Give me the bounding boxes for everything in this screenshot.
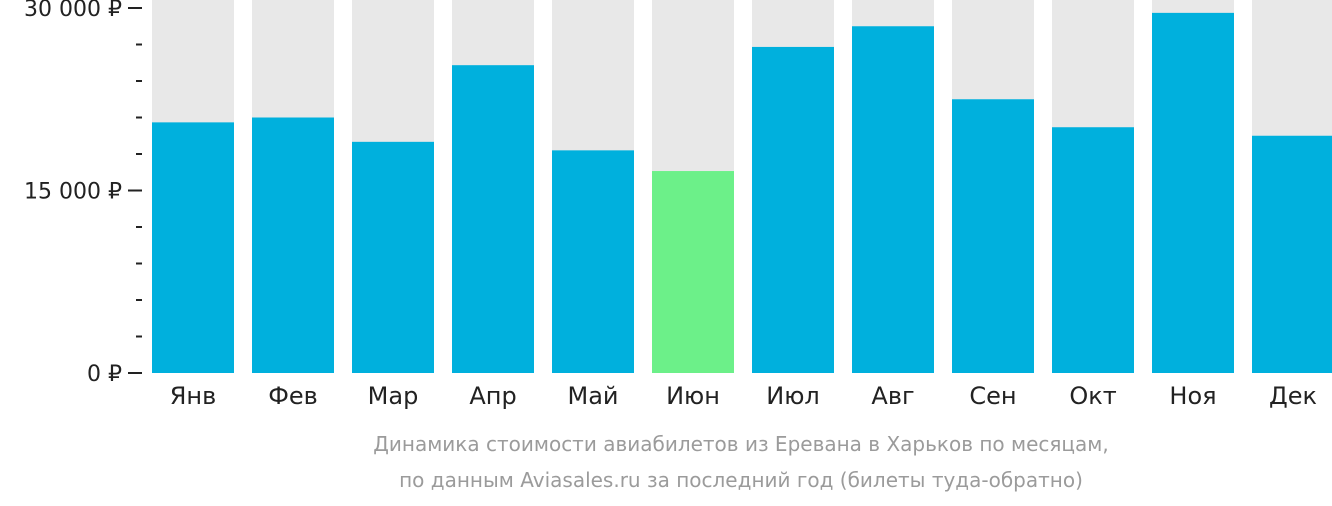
caption-line-1: Динамика стоимости авиабилетов из Ереван… [373,432,1109,456]
x-tick-label: Апр [469,382,516,410]
bar [1152,12,1234,373]
y-axis: 0 ₽ 15 000 ₽ 30 000 ₽ [24,0,142,387]
y-tick-label: 15 000 ₽ [24,180,122,205]
x-tick-label: Июн [666,382,720,410]
x-tick-label: Июл [766,382,820,410]
bar [1252,135,1332,373]
bar [152,122,234,373]
x-tick-label: Сен [969,382,1016,410]
x-tick-label: Янв [170,382,217,410]
bars [152,12,1332,373]
bar [352,141,434,373]
x-tick-label: Фев [268,382,318,410]
bar [852,26,934,373]
bar [752,46,834,373]
x-tick-label: Мар [368,382,419,410]
bar [952,99,1034,373]
x-tick-label: Ноя [1169,382,1216,410]
x-tick-label: Авг [871,382,914,410]
x-axis-labels: Янв Фев Мар Апр Май Июн Июл Авг Сен Окт Ноя Дек [170,382,1317,410]
x-tick-label: Май [567,382,618,410]
bar-highlighted [652,171,734,373]
y-tick-label: 0 ₽ [87,362,122,387]
x-tick-label: Окт [1069,382,1116,410]
bar [552,150,634,373]
bar [452,65,534,373]
y-tick-label: 30 000 ₽ [24,0,122,22]
x-tick-label: Дек [1269,382,1317,410]
bar [1052,127,1134,373]
bar [252,117,334,373]
caption-line-2: по данным Aviasales.ru за последний год … [399,468,1083,492]
